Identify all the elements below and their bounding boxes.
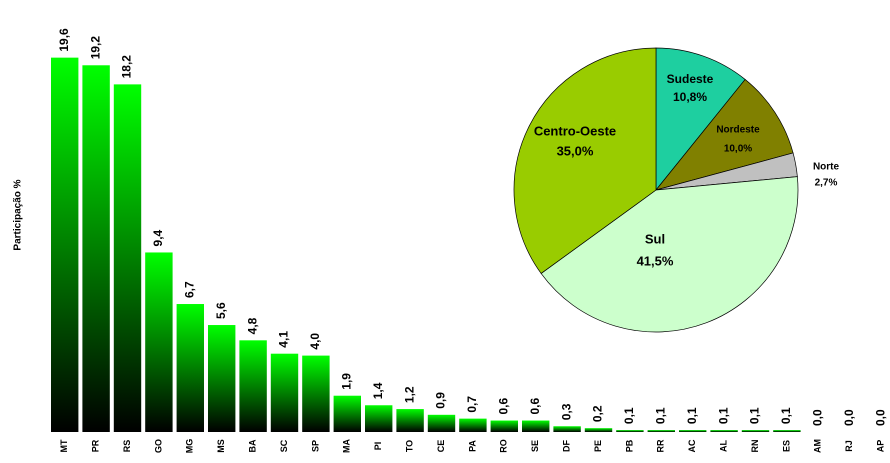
bar [239, 340, 267, 432]
value-label: 19,2 [88, 36, 102, 60]
value-label: 0,1 [622, 407, 636, 424]
pie-slice [513, 47, 657, 274]
value-label: 0,1 [653, 407, 667, 424]
value-label: 4,8 [245, 317, 259, 334]
slice-value-label: 2,7% [815, 178, 838, 189]
x-tick-label: SP [310, 440, 320, 452]
x-tick-label: PI [373, 442, 383, 451]
value-label: 0,2 [591, 405, 605, 422]
value-label: 0,1 [716, 407, 730, 424]
bar [145, 252, 173, 432]
x-tick-label: AM [813, 439, 823, 453]
value-label: 0,0 [810, 409, 824, 426]
value-label: 4,1 [277, 331, 291, 348]
bar [459, 418, 487, 432]
value-label: 19,6 [57, 28, 71, 52]
x-tick-label: GO [153, 439, 163, 453]
bar [208, 325, 236, 432]
bar [490, 420, 518, 432]
value-label: 1,9 [339, 373, 353, 390]
value-label: 0,0 [873, 409, 887, 426]
slice-label: Sul [645, 231, 665, 246]
x-tick-label: AL [718, 440, 728, 452]
bar [333, 395, 361, 432]
value-label: 1,2 [402, 386, 416, 403]
slice-value-label: 10,8% [673, 90, 707, 104]
x-tick-label: MT [59, 439, 69, 452]
x-tick-label: RJ [844, 440, 854, 452]
x-tick-label: SE [530, 440, 540, 452]
bar [741, 430, 770, 432]
pie-slice [540, 176, 799, 333]
slice-label: Nordeste [716, 125, 760, 136]
value-label: 0,1 [685, 407, 699, 424]
bar [616, 430, 644, 432]
x-tick-label: RN [750, 440, 760, 453]
bar [522, 420, 550, 432]
x-tick-label: DF [561, 440, 571, 452]
value-label: 5,6 [214, 302, 228, 319]
x-tick-label: MS [216, 439, 226, 453]
x-tick-label: PR [90, 439, 100, 452]
slice-label: Sudeste [667, 72, 714, 86]
x-tick-label: ES [781, 440, 791, 452]
bar [113, 84, 142, 432]
slice-label: Norte [813, 162, 840, 173]
x-tick-label: RS [122, 440, 132, 453]
x-tick-label: RR [656, 439, 666, 452]
value-label: 0,6 [496, 398, 510, 415]
slice-value-label: 41,5% [637, 253, 674, 268]
x-tick-label: PB [624, 439, 634, 452]
bar [51, 57, 79, 432]
slice-value-label: 10,0% [724, 144, 752, 155]
value-label: 6,7 [182, 281, 196, 298]
x-tick-label: MG [185, 439, 195, 454]
x-tick-label: PE [593, 440, 603, 452]
pie-slice [655, 78, 794, 191]
x-tick-label: AP [875, 440, 885, 453]
x-tick-label: SC [279, 439, 289, 452]
bar [82, 65, 110, 432]
bar [427, 414, 456, 432]
value-label: 0,9 [434, 392, 448, 409]
x-tick-label: PA [467, 440, 477, 452]
x-tick-label: BA [247, 439, 257, 452]
bar [647, 430, 675, 432]
value-label: 0,6 [528, 398, 542, 415]
value-label: 0,1 [748, 407, 762, 424]
x-tick-label: CE [436, 440, 446, 453]
y-axis-label: Participação % [13, 179, 24, 250]
x-tick-label: RO [499, 439, 509, 453]
value-label: 1,4 [371, 382, 385, 399]
value-label: 4,0 [308, 333, 322, 350]
value-label: 0,1 [779, 407, 793, 424]
x-tick-label: MA [342, 439, 352, 453]
x-tick-label: AC [687, 439, 697, 452]
x-tick-label: TO [404, 440, 414, 452]
bar [553, 426, 581, 432]
value-label: 0,7 [465, 396, 479, 413]
slice-value-label: 35,0% [557, 143, 594, 158]
slice-label: Centro-Oeste [534, 123, 616, 138]
bar [679, 430, 707, 432]
value-label: 9,4 [151, 229, 165, 246]
bar [176, 304, 204, 432]
bar [396, 409, 424, 432]
value-label: 18,2 [120, 55, 134, 79]
pie-slice [655, 47, 746, 191]
value-label: 0,0 [842, 409, 856, 426]
bar [710, 430, 738, 432]
value-label: 0,3 [559, 403, 573, 420]
bar [584, 428, 613, 432]
bar [302, 355, 330, 432]
bar [270, 353, 299, 432]
bar [365, 405, 393, 432]
bar [773, 430, 801, 432]
